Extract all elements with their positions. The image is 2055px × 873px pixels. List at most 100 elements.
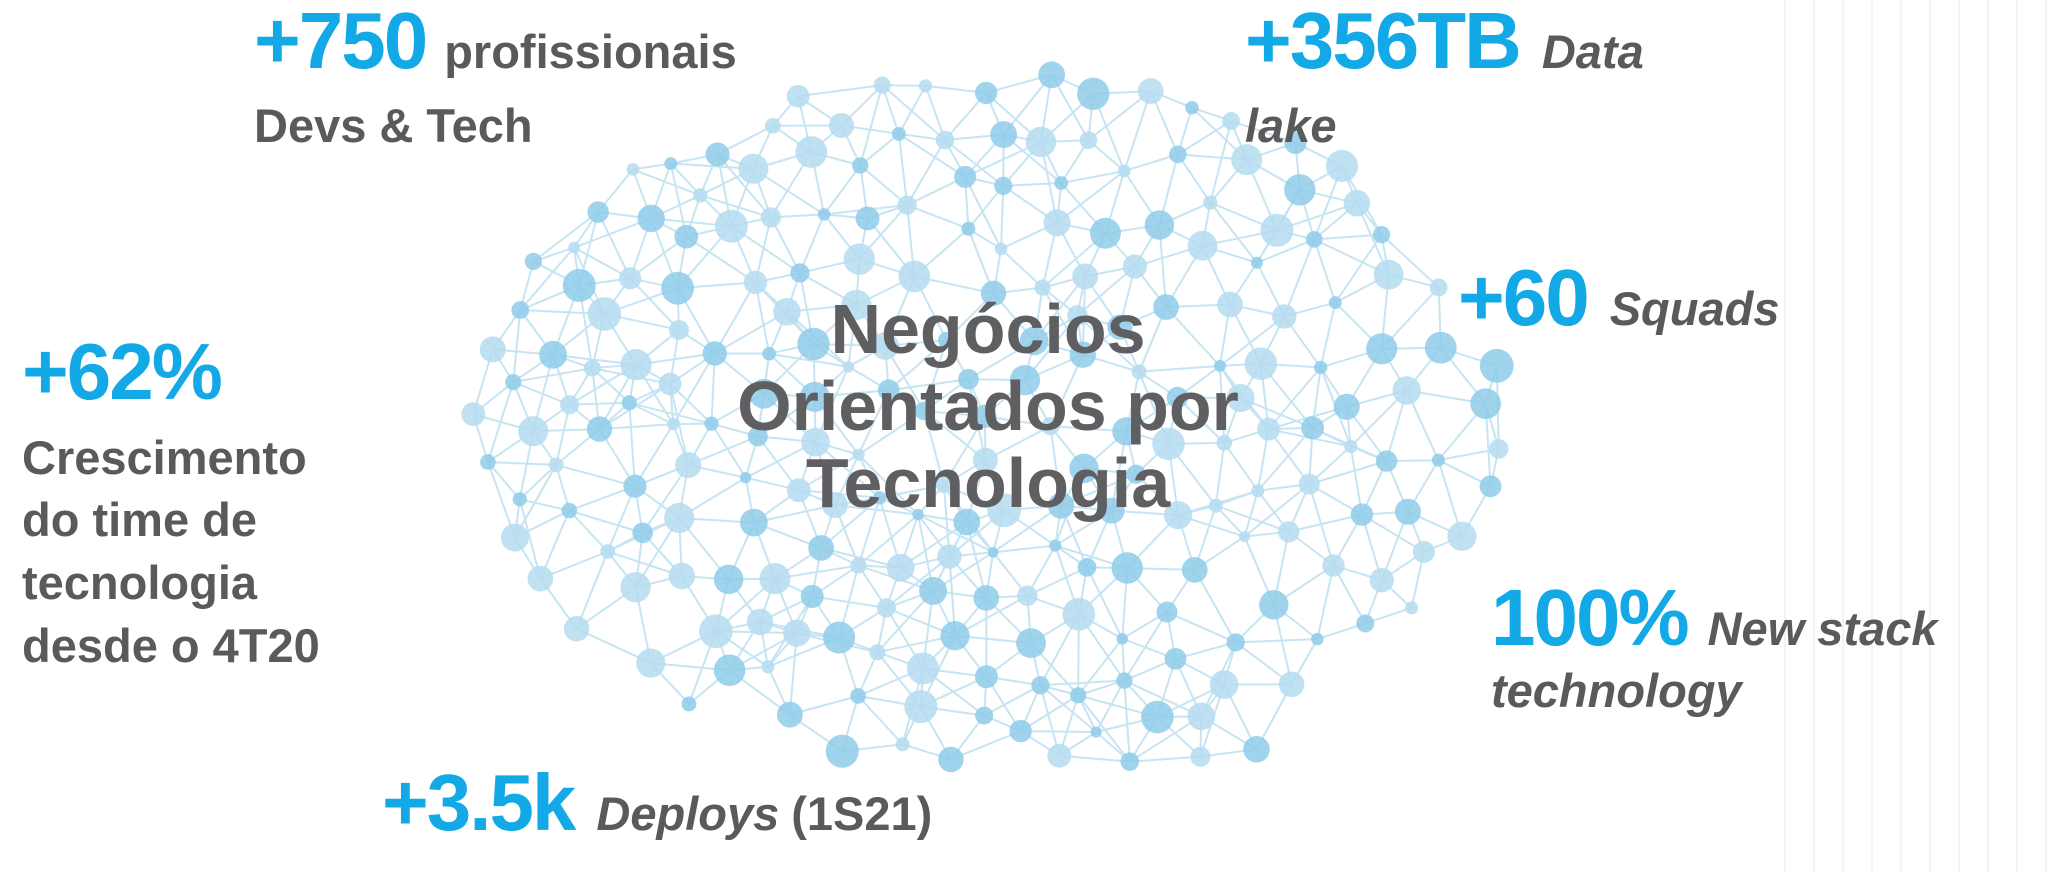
node bbox=[918, 79, 933, 93]
node bbox=[871, 332, 899, 360]
link bbox=[879, 496, 919, 516]
node bbox=[1284, 131, 1307, 155]
link bbox=[857, 513, 919, 567]
node bbox=[623, 474, 647, 498]
node bbox=[850, 557, 867, 574]
node bbox=[539, 340, 567, 369]
node bbox=[748, 378, 779, 409]
link bbox=[513, 367, 593, 384]
node bbox=[1031, 676, 1050, 695]
node bbox=[1187, 702, 1216, 731]
node bbox=[461, 402, 486, 427]
stat-label: Crescimento bbox=[22, 431, 307, 484]
node bbox=[762, 346, 777, 361]
node bbox=[1077, 557, 1097, 577]
node bbox=[801, 427, 830, 457]
link bbox=[754, 282, 771, 354]
node bbox=[1259, 590, 1289, 620]
node bbox=[1412, 540, 1435, 563]
node bbox=[953, 508, 981, 536]
node bbox=[1344, 439, 1358, 454]
stat-label: New stack bbox=[1708, 602, 1941, 655]
link bbox=[628, 401, 674, 426]
link bbox=[1061, 169, 1125, 185]
stat-value: 100% bbox=[1491, 573, 1688, 662]
link bbox=[944, 139, 1004, 187]
link bbox=[1039, 685, 1061, 757]
link bbox=[1129, 755, 1201, 763]
node bbox=[1116, 632, 1129, 645]
link bbox=[1123, 611, 1168, 682]
link bbox=[1256, 238, 1315, 264]
node bbox=[500, 523, 529, 552]
node bbox=[1209, 670, 1239, 699]
node bbox=[714, 209, 748, 243]
link bbox=[632, 168, 701, 197]
node bbox=[773, 298, 801, 326]
link bbox=[859, 84, 884, 166]
node bbox=[912, 508, 924, 521]
link bbox=[1177, 120, 1232, 156]
node bbox=[1049, 539, 1062, 552]
node bbox=[1120, 752, 1140, 771]
link bbox=[1000, 248, 1044, 289]
node bbox=[1090, 217, 1121, 249]
node bbox=[668, 562, 696, 590]
link bbox=[1223, 442, 1259, 492]
node bbox=[760, 207, 782, 228]
link bbox=[573, 217, 652, 249]
link bbox=[1214, 442, 1226, 506]
node bbox=[1328, 296, 1342, 310]
node bbox=[1243, 736, 1270, 763]
link bbox=[512, 381, 570, 406]
link bbox=[519, 246, 575, 311]
node bbox=[1251, 484, 1265, 498]
link bbox=[1308, 460, 1387, 486]
node bbox=[817, 208, 831, 221]
link bbox=[1267, 366, 1322, 430]
node bbox=[1301, 416, 1325, 440]
node bbox=[987, 546, 999, 558]
node bbox=[568, 241, 580, 254]
link bbox=[1003, 182, 1062, 187]
stat: 100% New stack bbox=[1491, 573, 1940, 662]
link bbox=[1000, 185, 1005, 249]
node bbox=[937, 544, 962, 569]
link bbox=[1040, 679, 1125, 687]
node bbox=[973, 404, 997, 429]
link bbox=[672, 352, 716, 425]
stat-value: +60 bbox=[1458, 253, 1588, 342]
stat-label: technology bbox=[1491, 664, 1745, 717]
node bbox=[1166, 386, 1189, 409]
node bbox=[1479, 475, 1502, 498]
node bbox=[961, 221, 976, 236]
node bbox=[994, 176, 1013, 195]
link bbox=[634, 423, 675, 487]
link bbox=[924, 85, 946, 141]
node bbox=[974, 665, 998, 689]
node bbox=[897, 195, 917, 215]
link bbox=[714, 310, 788, 355]
node bbox=[518, 416, 549, 447]
node bbox=[1213, 359, 1226, 372]
node bbox=[587, 201, 609, 223]
node bbox=[621, 395, 637, 411]
node bbox=[1187, 230, 1218, 261]
node bbox=[783, 619, 811, 647]
node bbox=[852, 157, 869, 174]
link bbox=[857, 454, 881, 499]
node bbox=[1069, 453, 1099, 484]
link bbox=[555, 464, 571, 511]
node bbox=[1238, 530, 1251, 543]
node bbox=[1278, 521, 1300, 543]
link bbox=[1215, 489, 1259, 507]
node bbox=[512, 492, 527, 507]
node bbox=[1047, 743, 1072, 768]
link bbox=[1176, 396, 1225, 444]
stat-value: +3.5k bbox=[382, 758, 577, 847]
node bbox=[765, 117, 781, 134]
headline: Negócios bbox=[830, 290, 1145, 368]
link bbox=[518, 499, 542, 579]
node bbox=[1226, 633, 1245, 652]
link bbox=[1139, 364, 1221, 373]
